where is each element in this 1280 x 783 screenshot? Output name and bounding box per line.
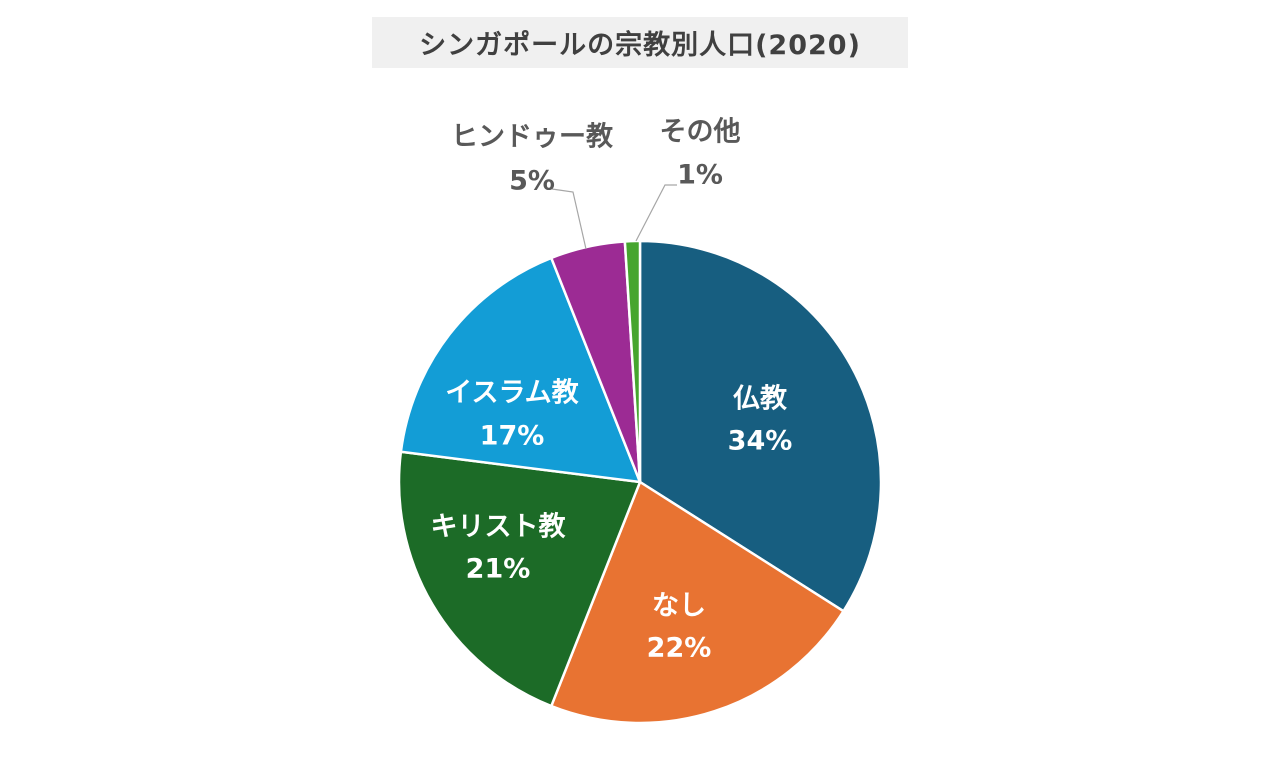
slice-2-category-label: キリスト教 [431,512,566,543]
slice-0-percent-label: 34% [728,426,793,457]
slice-3-category-label: イスラム教 [445,378,578,409]
chart-title: シンガポールの宗教別人口(2020) [419,30,861,61]
slice-4-leader-line [551,188,587,250]
chart-title-box: シンガポールの宗教別人口(2020) [372,17,908,68]
slice-4-percent-label: 5% [509,166,555,197]
slice-5-category-label: その他 [660,117,741,148]
slice-3-percent-label: 17% [480,421,545,452]
slice-0-category-label: 仏教 [733,384,787,415]
slice-1-percent-label: 22% [647,633,712,664]
slice-1-category-label: なし [652,591,706,622]
slice-5-leader-line [635,184,677,242]
slice-5-percent-label: 1% [677,160,723,191]
slice-4-category-label: ヒンドゥー教 [451,122,613,153]
slice-2-wedge [397,450,642,708]
slice-1-wedge [550,480,845,725]
slice-3-wedge [399,256,642,484]
slice-5-wedge [623,239,642,484]
slice-2-percent-label: 21% [466,554,531,585]
slice-0-wedge [638,239,883,613]
